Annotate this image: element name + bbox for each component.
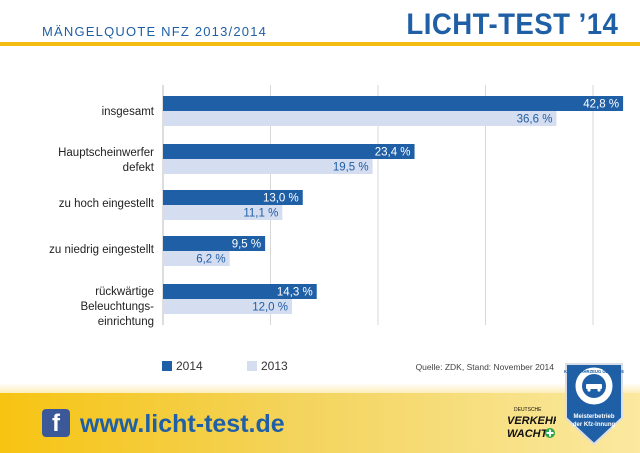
category-label-0: insgesamt [9,105,154,120]
value-label-2013-2: 11,1 % [243,208,278,220]
value-label-2014-1: 23,4 % [375,147,411,159]
source-note: Quelle: ZDK, Stand: November 2014 [415,362,554,372]
verkehrswacht-logo-line1: DEUTSCHE [514,407,542,413]
bar-2013-3 [163,251,230,266]
legend-swatch-2014 [162,361,172,371]
category-label-1: Hauptscheinwerfer defekt [9,146,154,176]
value-label-2013-0: 36,6 % [517,114,553,126]
category-label-line: einrichtung [97,316,154,328]
value-label-2014-4: 14,3 % [277,287,313,299]
legend-item-2014: 2014 [162,359,203,373]
category-label-3: zu niedrig eingestellt [9,243,154,258]
header-divider [0,42,640,46]
value-label-2014-0: 42,8 % [583,99,619,111]
legend-label-2014: 2014 [176,359,203,373]
category-label-4: rückwärtige Beleuchtungs-einrichtung [9,285,154,330]
value-label-2013-4: 12,0 % [252,302,288,314]
bar-2013-0 [163,111,557,126]
badge-ring-text: KRAFTFAHRZEUG GEWERBE [564,369,624,374]
bar-2014-3 [163,236,266,251]
bar-2013-2 [163,205,283,220]
bar-2014-2 [163,190,303,205]
badge-line1: Meisterbetrieb [573,414,614,420]
category-label-line: zu hoch eingestellt [58,198,154,210]
bar-2014-4 [163,284,317,299]
legend-swatch-2013 [247,361,257,371]
bar-2014-1 [163,144,415,159]
footer-band [0,393,640,453]
category-label-line: insgesamt [101,106,154,118]
bar-2013-1 [163,159,373,174]
meisterbetrieb-badge: KRAFTFAHRZEUG GEWERBE Meisterbetrieb der… [564,363,624,446]
facebook-icon[interactable]: f [42,409,70,437]
value-label-2014-3: 9,5 % [232,239,261,251]
verkehrswacht-logo: DEUTSCHE VERKEHRS WACHT [507,407,556,440]
value-label-2014-2: 13,0 % [263,193,299,205]
bar-chart: 42,8 % 36,6 % 23,4 % 19,5 % 13,0 % 11,1 % 9,5 … [162,85,624,325]
value-label-2013-1: 19,5 % [333,162,369,174]
category-label-line: Hauptscheinwerfer [58,147,154,159]
category-label-line: rückwärtige [95,286,154,298]
category-label-line: Beleuchtungs- [80,301,154,313]
verkehrswacht-logo-line2: VERKEHRS [507,415,556,427]
website-link[interactable]: www.licht-test.de [80,410,285,438]
badge-line2: der Kfz-Innung [573,422,616,428]
legend-label-2013: 2013 [261,359,288,373]
value-label-2013-3: 6,2 % [196,254,225,266]
category-label-line: defekt [122,162,154,174]
category-label-2: zu hoch eingestellt [9,197,154,212]
verkehrswacht-logo-line3: WACHT [507,428,549,440]
bar-2013-4 [163,299,292,314]
legend-item-2013: 2013 [247,359,288,373]
bar-2014-0 [163,96,624,111]
header-title: LICHT-TEST ’14 [406,8,618,41]
header-subtitle: MÄNGELQUOTE NFZ 2013/2014 [42,24,268,39]
category-label-line: zu niedrig eingestellt [49,244,154,256]
